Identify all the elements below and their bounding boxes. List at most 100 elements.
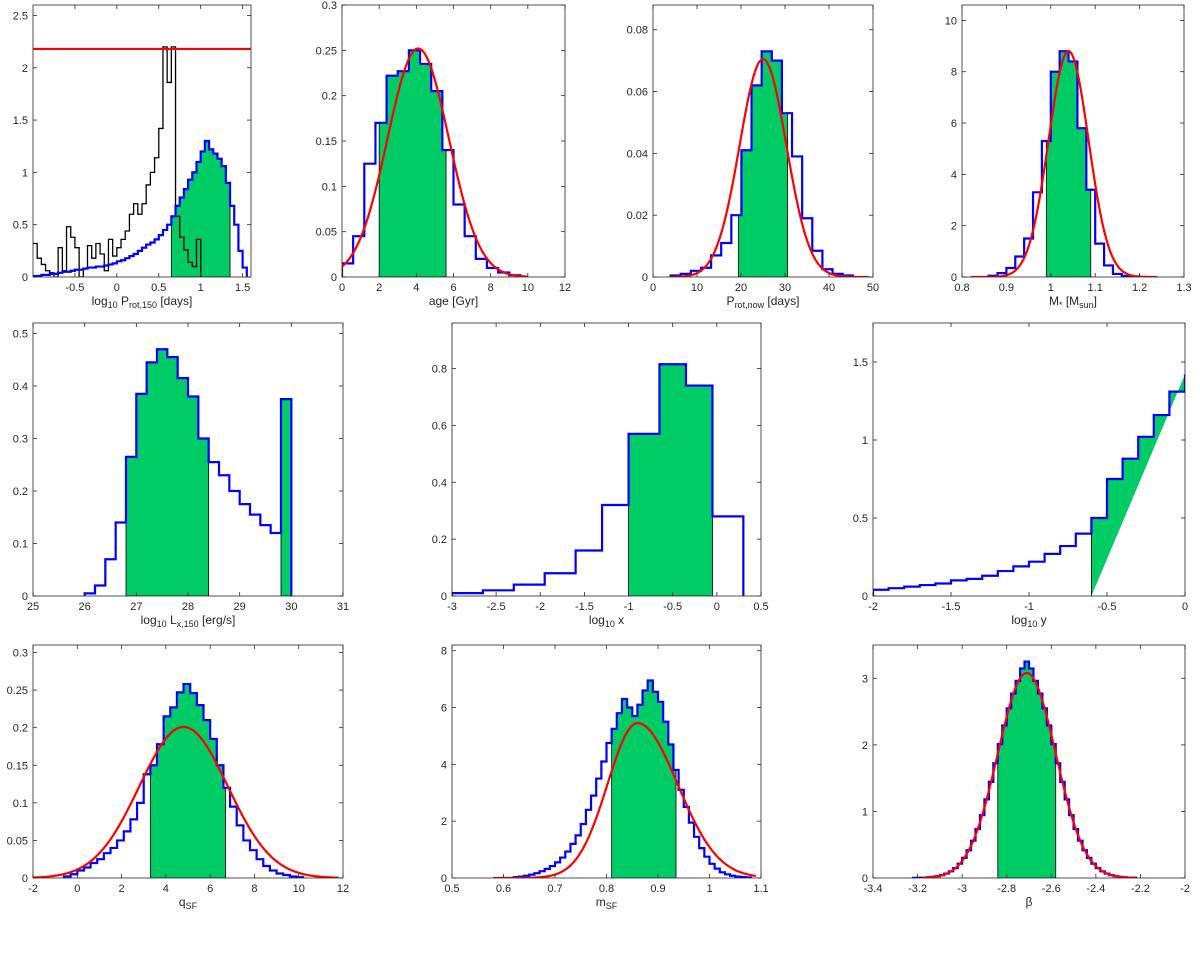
x-tick-label: -2.2	[1131, 883, 1150, 895]
y-tick-label: 1.5	[13, 115, 28, 127]
x-axis-label: age [Gyr]	[429, 294, 478, 308]
x-tick-label: -1.5	[942, 601, 961, 613]
panel-lx150: 25 26 27 28 29 30 31 0 0.1 0.2 0.3 0.4 0.5 log10 Lx,1…	[13, 322, 349, 629]
x-axis-label-part: m	[596, 895, 606, 909]
x-tick-label: 6	[207, 883, 213, 895]
x-axis-label-part: SF	[606, 901, 618, 911]
x-tick-label: 1.3	[1176, 282, 1191, 294]
posterior-histogram	[33, 139, 248, 277]
x-axis-label-part: age [Gyr]	[429, 294, 478, 308]
x-axis-label-part: ]	[1094, 294, 1097, 308]
y-tick-label: 0.1	[13, 798, 28, 810]
y-tick-label: 0.25	[7, 685, 28, 697]
y-tick-label: 0.6	[432, 420, 447, 432]
x-tick-label: 1	[706, 883, 712, 895]
posterior-histogram	[62, 682, 305, 878]
posterior-histogram	[452, 363, 745, 596]
x-axis-label-part: 10	[1027, 619, 1037, 629]
x-tick-label: 31	[337, 601, 349, 613]
y-tick-label: 0.1	[13, 539, 28, 551]
x-axis-label-part: 10	[108, 300, 118, 310]
x-tick-label: -2	[868, 601, 878, 613]
y-tick-label: 0	[951, 272, 957, 284]
posterior-histogram	[83, 348, 293, 596]
x-tick-label: 0.9	[650, 883, 665, 895]
x-tick-label: 1.5	[235, 282, 250, 294]
y-tick-label: 0.05	[316, 227, 337, 239]
fit-curve	[670, 57, 869, 277]
fit-curve	[493, 722, 757, 878]
x-tick-label: -2	[28, 883, 38, 895]
plot-area	[452, 363, 745, 596]
x-tick-label: 0	[114, 282, 120, 294]
y-tick-label: 0	[22, 591, 28, 603]
x-axis-label-part: log	[92, 294, 108, 308]
y-tick-label: 0	[862, 591, 868, 603]
x-tick-label: 0	[1182, 601, 1188, 613]
x-tick-label: -2	[535, 601, 545, 613]
x-tick-label: -1.5	[575, 601, 594, 613]
posterior-histogram	[512, 679, 752, 878]
x-axis-label-part: *	[1059, 300, 1063, 310]
shaded-region	[149, 683, 227, 878]
y-tick-label: 0.15	[7, 760, 28, 772]
y-tick-label: 2.5	[13, 10, 28, 22]
y-tick-label: 0.04	[627, 148, 648, 160]
x-tick-label: 10	[293, 883, 305, 895]
panel-log-x: -3 -2.5 -2 -1.5 -1 -0.5 0 0.5 0 0.2 0.4 0.6 0.8 log10…	[432, 322, 769, 629]
x-axis-label-part: log	[141, 613, 157, 627]
plot-area	[83, 348, 293, 596]
x-axis-label: log10 x	[589, 613, 624, 629]
plot-area	[669, 50, 869, 277]
x-axis-label-part: q	[179, 895, 186, 909]
y-tick-label: 0.08	[627, 25, 648, 37]
y-tick-label: 4	[441, 759, 447, 771]
x-axis-label-part: M	[1049, 294, 1059, 308]
plot-area	[873, 374, 1185, 596]
panel-msf: 0.5 0.6 0.7 0.8 0.9 1 1.1 0 2 4 6 8 mSF	[441, 644, 769, 911]
x-tick-label: 0	[714, 601, 720, 613]
plot-area	[33, 682, 339, 878]
x-tick-label: -2.5	[487, 601, 506, 613]
x-tick-label: -3.2	[908, 883, 927, 895]
y-tick-label: 0	[22, 873, 28, 885]
x-axis-label-part: [erg/s]	[199, 613, 236, 627]
x-axis-label-part: sun	[1079, 300, 1094, 310]
x-tick-label: 1	[198, 282, 204, 294]
x-tick-label: 29	[234, 601, 246, 613]
x-tick-label: 10	[691, 282, 703, 294]
y-tick-label: 0	[441, 591, 447, 603]
panel-age: 0 2 4 6 8 10 12 0 0.05 0.1 0.15 0.2 0.25 0.3 age [Gyr]	[316, 0, 572, 308]
y-tick-label: 0.02	[627, 210, 648, 222]
y-tick-label: 1.5	[853, 357, 868, 369]
x-tick-label: -3	[957, 883, 967, 895]
fit-curve	[33, 725, 339, 878]
x-axis-label-part: SF	[186, 901, 198, 911]
x-tick-label: -0.5	[663, 601, 682, 613]
panel-beta: -3.4 -3.2 -3 -2.8 -2.6 -2.4 -2.2 -2 0 1 2 3 β	[862, 644, 1190, 909]
x-tick-label: 1	[1048, 282, 1054, 294]
x-axis-label-part: log	[1011, 613, 1027, 627]
x-axis-label-part: 10	[605, 619, 615, 629]
y-tick-label: 0.2	[13, 723, 28, 735]
x-tick-label: 0	[74, 883, 80, 895]
x-tick-label: 1.1	[1088, 282, 1103, 294]
x-tick-label: 6	[450, 282, 456, 294]
x-tick-label: 30	[779, 282, 791, 294]
x-tick-label: -0.5	[65, 282, 84, 294]
x-tick-label: -1	[1024, 601, 1034, 613]
x-axis-label-part: log	[589, 613, 605, 627]
y-tick-label: 1	[862, 435, 868, 447]
x-tick-label: 28	[182, 601, 194, 613]
y-tick-label: 0.3	[13, 434, 28, 446]
x-tick-label: -2	[1180, 883, 1190, 895]
posterior-histogram	[342, 49, 522, 277]
x-tick-label: 10	[522, 282, 534, 294]
x-tick-label: 0.8	[954, 282, 969, 294]
y-tick-label: 10	[945, 15, 957, 27]
x-tick-label: -3.4	[864, 883, 883, 895]
x-axis-label-part: x	[615, 613, 624, 627]
y-tick-label: 0.2	[13, 486, 28, 498]
posterior-histogram	[987, 50, 1132, 277]
